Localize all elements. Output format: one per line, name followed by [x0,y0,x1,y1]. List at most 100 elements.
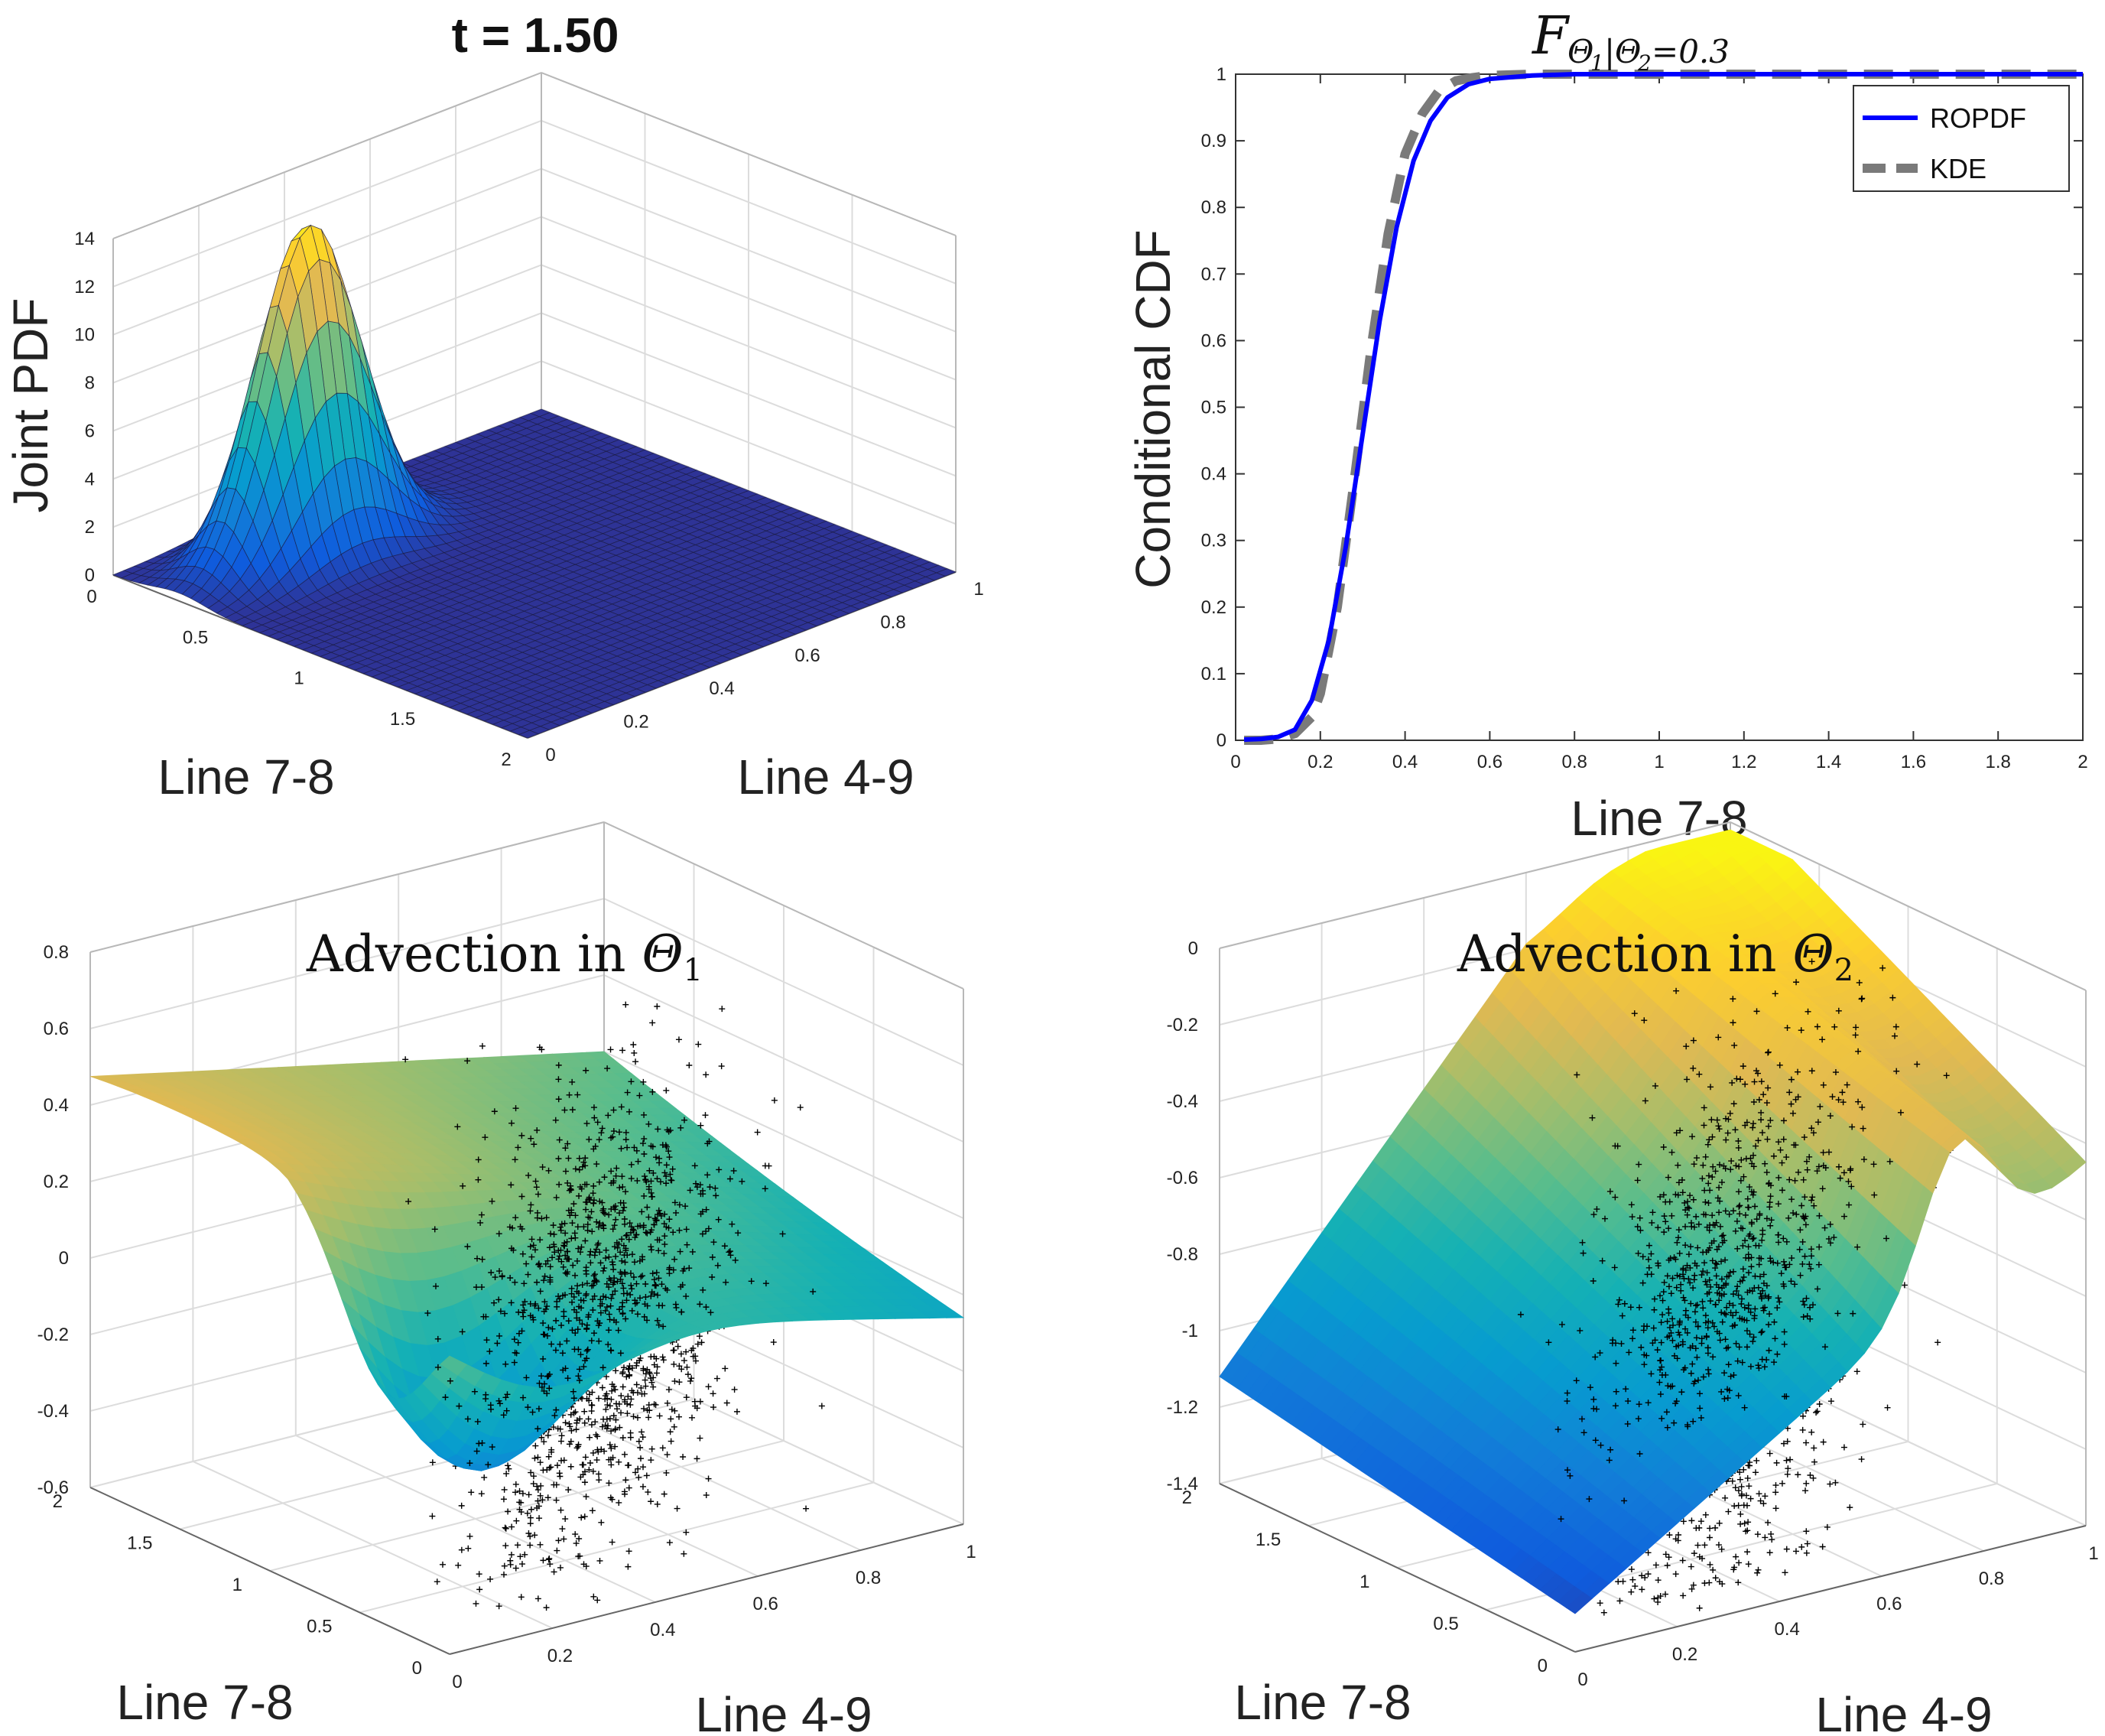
x-tick-label: 0.5 [183,627,208,648]
scatter-point [1736,1476,1743,1483]
scatter-point [1792,1548,1799,1555]
scatter-point [645,1402,652,1409]
scatter-point [731,1386,738,1393]
z-tick-label: 14 [74,229,95,249]
scatter-point [487,1575,494,1582]
scatter-point [710,1390,716,1397]
bl-xlabel: Line 7-8 [116,1675,293,1730]
scatter-point [560,1536,567,1543]
z-tick-label: 0.8 [44,942,69,963]
scatter-point [676,1379,683,1386]
scatter-point [608,1396,615,1403]
scatter-point [439,1561,446,1568]
z-tick-label: -0.2 [37,1325,69,1345]
scatter-point [687,1377,694,1384]
scatter-point [560,1457,567,1464]
scatter-point [665,1387,672,1393]
scatter-point [513,1517,520,1524]
scatter-point [626,1373,633,1379]
scatter-point [754,1129,761,1136]
scatter-point [625,1548,632,1555]
box-edge [112,72,542,239]
scatter-point [581,1408,588,1415]
scatter-point [1765,1519,1772,1526]
scatter-point [619,1435,626,1442]
scatter-point [590,1468,596,1474]
y-tick-label: 0.8 [880,612,905,632]
scatter-point [622,1477,629,1484]
scatter-point [631,1049,638,1056]
scatter-point [525,1530,532,1536]
scatter-point [557,1438,564,1445]
scatter-point [537,1541,544,1548]
legend-label-ropdf: ROPDF [1930,102,2026,134]
x-tick-label: 1 [1654,752,1664,772]
scatter-point [719,1006,726,1013]
scatter-point [635,1438,642,1445]
y-tick-label: 1 [966,1542,976,1562]
scatter-point [703,1492,710,1499]
scatter-point [518,1594,525,1601]
scatter-point [502,1524,508,1531]
scatter-point [1803,1549,1810,1556]
scatter-point [618,1393,625,1400]
scatter-point [547,1464,554,1471]
axis-line [89,1487,450,1655]
scatter-point [1737,1510,1744,1517]
scatter-point [573,1540,580,1547]
scatter-point [765,1162,772,1169]
scatter-point [648,1354,655,1361]
scatter-point [670,1347,677,1354]
scatter-point [573,1445,580,1452]
scatter-point [674,1343,681,1350]
x-tick-label: 2 [2077,752,2087,772]
y-tick-label: 0 [452,1672,462,1692]
y-tick-label: 0.6 [794,645,820,666]
scatter-point [606,1403,613,1409]
scatter-point [1810,1474,1817,1481]
scatter-point [516,1499,523,1506]
y-tick-label: 0.2 [1201,597,1226,618]
scatter-point [507,1561,514,1568]
scatter-point [505,1462,512,1469]
x-tick-label: 0.6 [1477,752,1502,772]
scatter-point [590,1449,596,1456]
scatter-point [680,1454,687,1461]
scatter-point [586,1459,593,1466]
scatter-point [771,1097,778,1104]
y-tick-label: 0 [545,745,555,766]
scatter-point [544,1432,551,1439]
x-tick-label: 0.5 [307,1617,332,1637]
scatter-point [649,1019,656,1026]
scatter-point [674,1505,681,1512]
x-tick-label: 1.2 [1731,752,1756,772]
tr-title-bar: | [1604,33,1615,70]
y-tick-label: 0.2 [547,1646,573,1666]
scatter-point [554,1547,560,1554]
scatter-point [458,1502,465,1509]
scatter-point [1753,1457,1760,1464]
x-tick-label: 1.8 [1986,752,2011,772]
tr-title-cond: =0.3 [1652,33,1730,70]
scatter-point [531,1455,538,1461]
scatter-point [648,1445,655,1452]
scatter-point [1639,1586,1645,1593]
scatter-point [583,1493,590,1500]
tl-title: t = 1.50 [452,8,619,63]
scatter-point [554,1462,561,1469]
scatter-point [1768,1530,1775,1537]
scatter-point [645,1489,651,1496]
x-tick-label: 0.2 [1308,752,1333,772]
scatter-point [586,1434,593,1441]
scatter-point [573,1426,580,1433]
scatter-point [502,1543,509,1549]
scatter-point [585,1416,592,1422]
scatter-point [502,1525,509,1532]
y-tick-label: 0.3 [1201,531,1226,551]
scatter-point [643,1472,650,1479]
scatter-point [479,1042,486,1049]
scatter-point [1840,1444,1847,1451]
scatter-point [634,1414,641,1421]
scatter-point [465,1545,472,1552]
